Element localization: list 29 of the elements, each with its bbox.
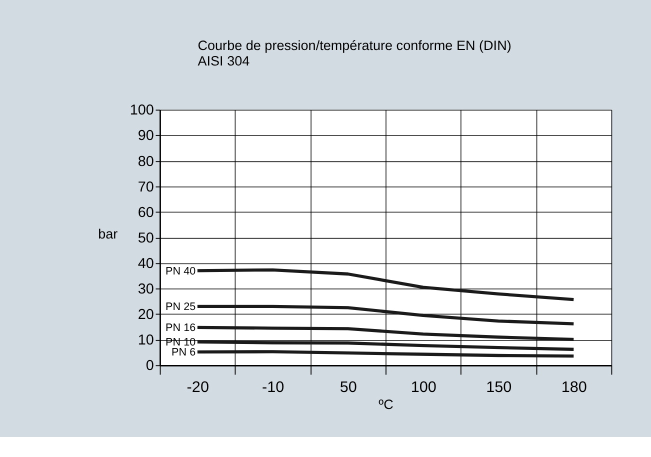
- x-tick-label: 100: [410, 378, 436, 396]
- x-tick-label: 180: [561, 378, 587, 396]
- y-tick-label: 90: [138, 128, 154, 144]
- y-tick-label: 50: [138, 230, 154, 246]
- y-axis-title: bar: [98, 226, 118, 242]
- y-tick-label: 70: [138, 179, 154, 196]
- line-series: [196, 326, 576, 341]
- line-series: [196, 268, 576, 302]
- line-series: [196, 340, 576, 351]
- y-tick-label: 20: [138, 307, 154, 324]
- chart-title: Courbe de pression/température conforme EN (DIN): [198, 38, 512, 54]
- x-tick-label: -10: [262, 378, 284, 396]
- x-tick-label: 150: [486, 378, 512, 396]
- x-axis-title: ºC: [378, 397, 394, 412]
- y-tick-label: 100: [130, 102, 154, 119]
- series-label: PN 40: [166, 265, 196, 278]
- chart-subtitle: AISI 304: [198, 53, 250, 68]
- y-tick-label: 60: [138, 204, 154, 221]
- y-tick-label: 30: [138, 282, 154, 298]
- line-series: [196, 304, 576, 326]
- series-label: PN 25: [166, 301, 196, 314]
- y-tick-label: 40: [138, 256, 154, 272]
- x-tick-label: -20: [186, 378, 209, 396]
- x-tick-label: 50: [340, 378, 357, 396]
- series-label: PN 6: [172, 346, 196, 359]
- y-tick-label: 0: [146, 358, 154, 374]
- y-tick-label: 80: [138, 154, 154, 170]
- y-tick-label: 10: [138, 332, 154, 349]
- series-label: PN 16: [166, 322, 196, 334]
